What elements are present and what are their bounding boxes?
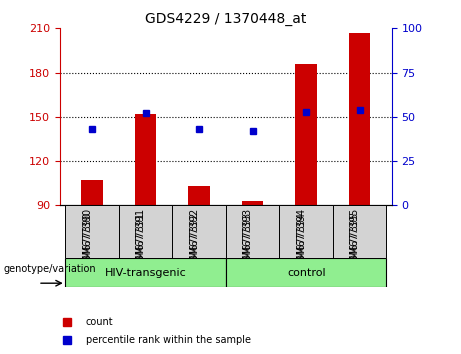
Text: GSM677391: GSM677391	[136, 208, 146, 267]
FancyBboxPatch shape	[279, 205, 333, 258]
Text: HIV-transgenic: HIV-transgenic	[105, 268, 186, 278]
Text: GSM677394: GSM677394	[296, 212, 306, 271]
Bar	[296, 64, 317, 205]
Text: GSM677394: GSM677394	[296, 208, 306, 267]
Text: GSM677392: GSM677392	[189, 212, 199, 271]
Text: GSM677390: GSM677390	[82, 212, 92, 271]
Bar	[349, 33, 371, 205]
FancyBboxPatch shape	[226, 258, 386, 287]
FancyBboxPatch shape	[65, 205, 119, 258]
Title: GDS4229 / 1370448_at: GDS4229 / 1370448_at	[145, 12, 307, 26]
FancyBboxPatch shape	[172, 205, 226, 258]
Text: count: count	[86, 317, 113, 327]
Text: control: control	[287, 268, 325, 278]
Text: GSM677392: GSM677392	[189, 208, 199, 267]
Text: GSM677393: GSM677393	[242, 212, 253, 271]
Bar	[135, 114, 156, 205]
FancyBboxPatch shape	[119, 205, 172, 258]
Text: GSM677390: GSM677390	[82, 208, 92, 267]
Text: percentile rank within the sample: percentile rank within the sample	[86, 335, 251, 345]
Text: genotype/variation: genotype/variation	[4, 264, 96, 274]
Bar	[242, 201, 263, 205]
Bar	[189, 186, 210, 205]
Bar	[81, 180, 103, 205]
Text: GSM677395: GSM677395	[350, 212, 360, 271]
FancyBboxPatch shape	[226, 205, 279, 258]
Text: GSM677391: GSM677391	[136, 212, 146, 271]
Text: GSM677395: GSM677395	[350, 208, 360, 267]
Text: GSM677393: GSM677393	[242, 208, 253, 267]
FancyBboxPatch shape	[65, 258, 226, 287]
FancyBboxPatch shape	[333, 205, 386, 258]
